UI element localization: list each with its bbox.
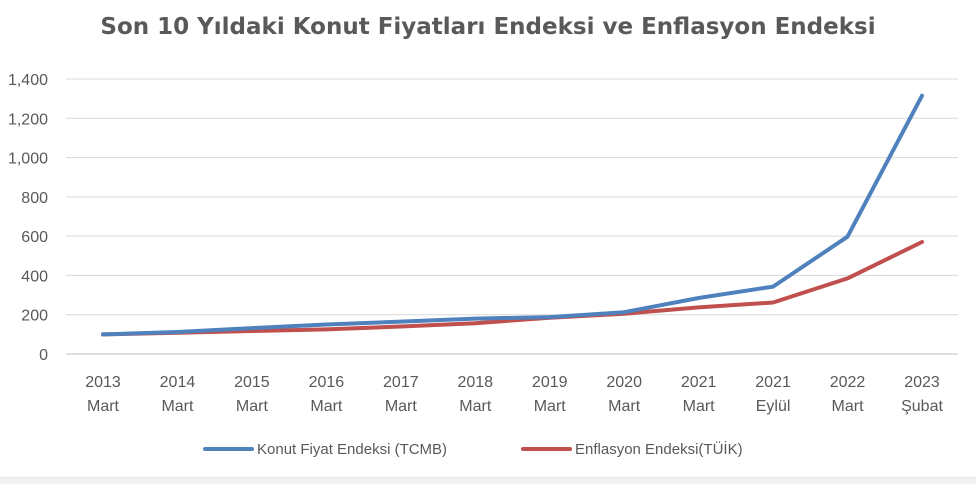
y-tick-label: 800: [21, 190, 48, 207]
x-tick-label: 2015: [234, 374, 270, 391]
x-tick-label: 2022: [830, 374, 866, 391]
y-tick-label: 400: [21, 268, 48, 285]
x-tick-label: 2020: [606, 374, 642, 391]
x-tick-label: Şubat: [901, 398, 943, 415]
x-tick-label: Mart: [608, 398, 641, 415]
x-tick-label: Mart: [385, 398, 418, 415]
legend-label: Enflasyon Endeksi(TÜİK): [575, 440, 743, 458]
y-tick-label: 1,400: [8, 72, 48, 89]
x-tick-label: Mart: [534, 398, 567, 415]
series-line: [101, 240, 924, 337]
x-tick-label: 2017: [383, 374, 419, 391]
bottom-divider: [0, 477, 976, 484]
x-tick-label: 2016: [309, 374, 345, 391]
x-tick-label: Mart: [310, 398, 343, 415]
x-tick-label: 2018: [457, 374, 493, 391]
series-line: [101, 93, 924, 337]
x-tick-label: Eylül: [756, 398, 791, 415]
x-tick-label: 2013: [85, 374, 121, 391]
x-tick-label: 2014: [160, 374, 196, 391]
x-tick-label: Mart: [832, 398, 865, 415]
x-tick-label: 2019: [532, 374, 568, 391]
x-tick-label: Mart: [683, 398, 716, 415]
chart-title: Son 10 Yıldaki Konut Fiyatları Endeksi v…: [100, 14, 876, 40]
x-tick-label: Mart: [236, 398, 269, 415]
gridlines: [66, 78, 958, 355]
y-axis-ticks: 0 200 400 600 800 1,000 1,200 1,400: [8, 72, 48, 364]
legend: Konut Fiyat Endeksi (TCMB) Enflasyon Ende…: [203, 440, 743, 458]
y-tick-label: 200: [21, 308, 48, 325]
series-lines: [101, 93, 924, 337]
x-tick-label: Mart: [161, 398, 194, 415]
x-tick-label: Mart: [459, 398, 492, 415]
x-tick-label: 2023: [904, 374, 940, 391]
x-tick-label: 2021: [755, 374, 791, 391]
y-tick-label: 0: [39, 347, 48, 364]
x-axis-ticks: 2013 Mart 2014 Mart 2015 Mart 2016 Mart 2017 Mart…: [85, 374, 943, 415]
y-tick-label: 1,200: [8, 111, 48, 128]
y-tick-label: 1,000: [8, 151, 48, 168]
legend-label: Konut Fiyat Endeksi (TCMB): [257, 441, 447, 458]
x-tick-label: Mart: [87, 398, 120, 415]
x-tick-label: 2021: [681, 374, 717, 391]
y-tick-label: 600: [21, 229, 48, 246]
